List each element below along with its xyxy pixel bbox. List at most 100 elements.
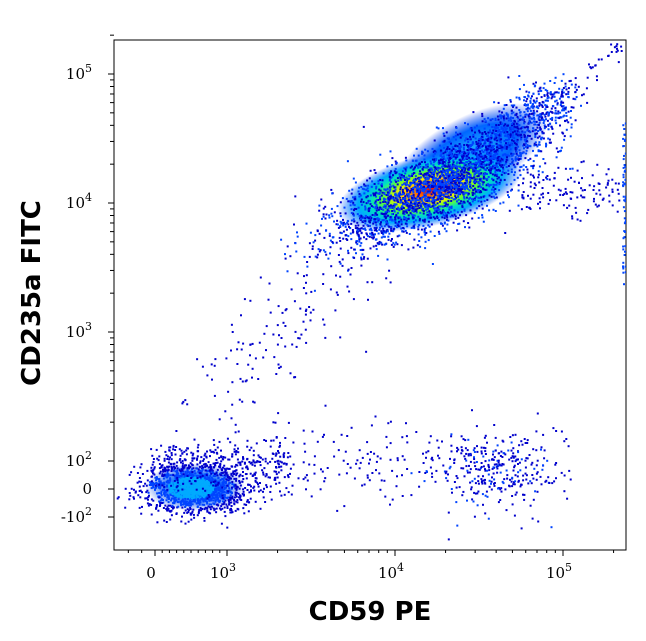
event-dot: [366, 216, 369, 219]
event-dot: [425, 174, 428, 177]
event-dot: [547, 137, 550, 140]
event-dot: [384, 231, 387, 234]
event-dot: [205, 456, 208, 459]
event-dot: [473, 199, 476, 201]
event-dot: [455, 165, 458, 168]
event-dot: [339, 220, 342, 223]
event-dot: [158, 496, 161, 499]
event-dot: [176, 467, 179, 470]
event-dot: [246, 468, 249, 471]
event-dot: [488, 159, 491, 162]
event-dot: [339, 240, 342, 242]
event-dot: [364, 215, 367, 218]
event-dot: [449, 177, 452, 180]
event-dot: [533, 117, 535, 119]
event-dot: [366, 233, 368, 236]
event-dot: [432, 179, 435, 182]
event-dot: [481, 120, 484, 123]
event-dot: [469, 138, 472, 141]
event-dot: [447, 182, 450, 185]
event-dot: [161, 482, 164, 485]
event-dot: [371, 214, 374, 216]
event-dot: [439, 200, 441, 203]
event-dot: [559, 111, 562, 114]
event-dot: [468, 138, 471, 141]
event-dot: [242, 488, 245, 491]
event-dot: [517, 120, 520, 123]
event-dot: [473, 173, 476, 176]
event-dot: [404, 168, 407, 171]
event-dot: [396, 226, 398, 229]
event-dot: [231, 481, 234, 483]
event-dot: [372, 245, 375, 248]
event-dot: [523, 144, 526, 147]
event-dot: [256, 460, 259, 463]
event-dot: [517, 158, 520, 161]
event-dot: [235, 487, 238, 490]
event-dot: [494, 210, 497, 212]
event-dot: [138, 490, 141, 492]
event-dot: [400, 218, 403, 221]
event-dot: [186, 511, 189, 514]
event-dot: [215, 473, 218, 476]
event-dot: [434, 151, 437, 154]
event-dot: [222, 458, 225, 461]
event-dot: [226, 474, 229, 477]
event-dot: [492, 167, 495, 169]
event-dot: [392, 245, 395, 248]
event-dot: [367, 190, 370, 193]
event-dot: [177, 480, 180, 483]
event-dot: [401, 193, 404, 196]
event-dot: [500, 138, 503, 141]
event-dot: [412, 202, 415, 205]
event-dot: [586, 101, 589, 104]
event-dot: [234, 491, 237, 494]
event-dot: [259, 461, 262, 463]
event-dot: [408, 177, 411, 180]
event-dot: [212, 471, 214, 474]
event-dot: [450, 142, 452, 145]
event-dot: [548, 112, 550, 114]
event-dot: [167, 504, 170, 507]
event-dot: [547, 96, 550, 99]
event-dot: [459, 202, 462, 205]
event-dot: [382, 230, 385, 232]
event-dot: [209, 487, 212, 490]
event-dot: [372, 192, 375, 195]
event-dot: [193, 493, 196, 496]
event-dot: [140, 480, 143, 483]
event-dot: [429, 167, 432, 170]
event-dot: [453, 176, 456, 178]
event-dot: [181, 503, 184, 506]
event-dot: [443, 146, 446, 149]
event-dot: [368, 199, 371, 202]
event-dot: [172, 497, 175, 500]
event-dot: [444, 189, 447, 192]
event-dot: [478, 178, 481, 181]
event-dot: [350, 219, 353, 222]
event-dot: [147, 498, 149, 501]
event-dot: [460, 172, 463, 175]
event-dot: [494, 154, 497, 157]
event-dot: [430, 200, 433, 203]
event-dot: [322, 249, 325, 252]
event-dot: [335, 291, 338, 294]
event-dot: [500, 165, 503, 168]
event-dot: [220, 496, 223, 499]
event-dot: [444, 181, 447, 184]
event-dot: [235, 491, 238, 494]
event-dot: [414, 199, 417, 202]
event-dot: [455, 186, 458, 189]
event-dot: [481, 157, 484, 160]
event-dot: [485, 164, 488, 167]
event-dot: [549, 92, 552, 95]
event-dot: [523, 121, 526, 123]
event-dot: [383, 199, 386, 202]
event-dot: [371, 180, 374, 183]
event-dot: [229, 494, 232, 497]
event-dot: [438, 208, 441, 211]
event-dot: [467, 123, 469, 126]
event-dot: [533, 144, 536, 147]
event-dot: [209, 467, 212, 470]
event-dot: [214, 500, 217, 503]
